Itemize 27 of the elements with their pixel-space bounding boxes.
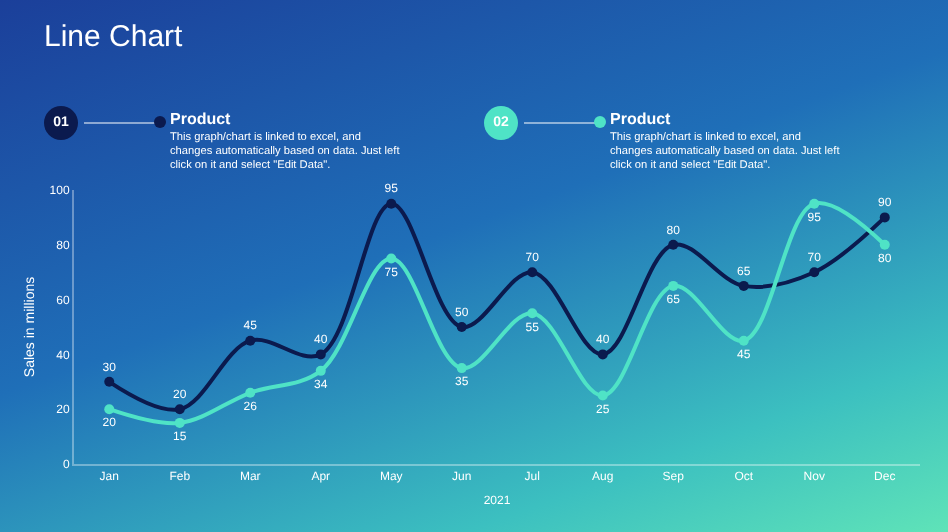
point [597, 349, 608, 360]
point [386, 253, 397, 264]
point [174, 417, 185, 428]
point [597, 390, 608, 401]
point [738, 280, 749, 291]
point [104, 376, 115, 387]
point [456, 322, 467, 332]
legend-label: Product [170, 110, 231, 128]
legend-label: Product [610, 110, 671, 128]
point [174, 404, 185, 415]
point [527, 267, 538, 278]
point [879, 239, 890, 250]
point [104, 404, 115, 415]
point [668, 280, 679, 291]
point [809, 198, 820, 209]
point [245, 335, 256, 346]
point [386, 198, 397, 209]
point [668, 239, 679, 250]
point [245, 387, 256, 398]
chart-title: Line Chart [44, 20, 183, 54]
point [809, 267, 820, 278]
point [527, 308, 538, 319]
point [315, 365, 326, 376]
point [315, 349, 326, 360]
point [738, 335, 749, 346]
point [879, 212, 890, 223]
point [456, 363, 467, 374]
